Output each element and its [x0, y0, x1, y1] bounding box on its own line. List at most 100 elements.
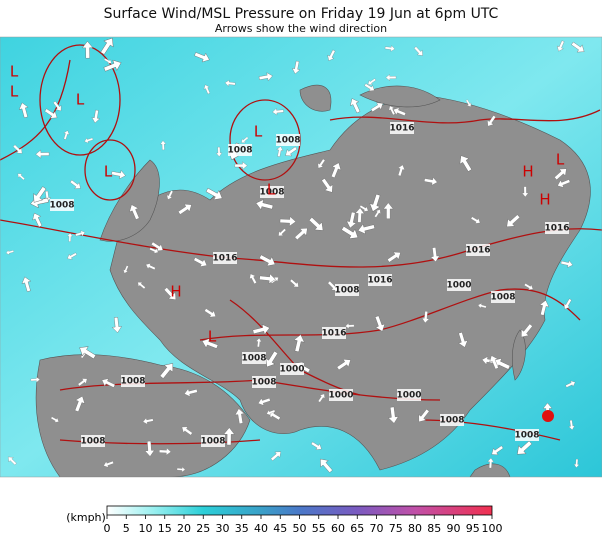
- label-bg: [440, 414, 464, 426]
- pressure-center: L: [10, 63, 19, 81]
- wind-arrow: [276, 146, 284, 157]
- isobar-label: 1008: [439, 416, 464, 426]
- isobar-label: 1016: [212, 254, 237, 264]
- wind-arrow: [35, 149, 50, 159]
- isobar-label: 1016: [367, 276, 392, 286]
- wind-arrow: [151, 241, 164, 252]
- wind-arrow: [177, 203, 192, 215]
- isobar-label: 1016: [389, 124, 414, 134]
- wind-arrow: [489, 355, 499, 370]
- label-bg: [329, 389, 353, 401]
- storm-marker: [542, 410, 554, 422]
- wind-arrow: [487, 457, 495, 469]
- wind-arrow: [560, 260, 573, 268]
- pressure-center: L: [556, 151, 565, 169]
- label-bg: [201, 435, 225, 447]
- wind-arrow: [184, 388, 198, 397]
- wind-arrow: [215, 146, 223, 157]
- label-bg: [228, 144, 252, 156]
- label-bg: [50, 199, 74, 211]
- wind-arrows: [5, 37, 585, 473]
- label-bg: [276, 134, 300, 146]
- wind-arrow: [506, 214, 521, 227]
- wind-arrow: [272, 108, 284, 116]
- wind-arrow: [557, 40, 565, 52]
- title: Surface Wind/MSL Pressure on Friday 19 J…: [104, 6, 499, 22]
- pressure-center: L: [104, 163, 113, 181]
- isobar-label: 1008: [200, 437, 225, 447]
- label-bg: [322, 327, 346, 339]
- wind-arrow: [571, 41, 585, 53]
- wind-arrow: [393, 107, 406, 116]
- label-bg: [252, 376, 276, 388]
- wind-arrow: [374, 315, 386, 332]
- wind-arrow: [341, 226, 359, 239]
- wind-arrow: [69, 179, 81, 189]
- subtitle: Arrows show the wind direction: [215, 22, 387, 35]
- scale-tick-label: 25: [196, 522, 210, 535]
- wind-arrow: [63, 130, 70, 140]
- wind-arrow: [345, 323, 355, 329]
- pressure-center: H: [170, 283, 181, 301]
- scale-tick-label: 10: [139, 522, 153, 535]
- isobar-label: 1008: [259, 188, 284, 198]
- wind-arrow: [50, 416, 59, 423]
- map-frame: [0, 36, 602, 478]
- label-bg: [390, 122, 414, 134]
- wind-arrow: [32, 212, 43, 228]
- label-bg: [447, 279, 471, 291]
- wind-arrow: [223, 427, 235, 446]
- isobar-label: 1008: [334, 286, 359, 296]
- wind-arrow: [205, 187, 223, 201]
- wind-arrow: [557, 179, 571, 188]
- wind-arrow: [573, 459, 580, 468]
- scale-tick-label: 65: [350, 522, 364, 535]
- wind-arrow: [330, 162, 342, 179]
- wind-arrow: [346, 211, 357, 229]
- wind-arrow: [539, 299, 550, 316]
- scale-tick-label: 95: [466, 522, 480, 535]
- pressure-center: L: [254, 123, 263, 141]
- scale-tick-label: 90: [447, 522, 461, 535]
- wind-arrow: [33, 186, 47, 203]
- legend: (kmph) 0 5 10 15 20 25 30 35 40 45 50 55 60 65 70 75 80 8…: [66, 505, 503, 535]
- scale-tick-label: 30: [216, 522, 230, 535]
- label-bg: [81, 435, 105, 447]
- label-bg: [242, 352, 266, 364]
- wind-arrow: [336, 359, 351, 371]
- isobar-label: 1000: [328, 391, 353, 401]
- wind-arrow: [241, 136, 249, 143]
- isobar-label: 1000: [279, 365, 304, 375]
- wind-arrow: [193, 257, 208, 267]
- label-bg: [213, 252, 237, 264]
- pressure-center: L: [10, 83, 19, 101]
- wind-arrow: [258, 72, 273, 82]
- wind-arrow: [77, 378, 88, 387]
- wind-arrow: [13, 144, 23, 154]
- wind-arrow: [370, 102, 384, 112]
- wind-arrow: [30, 376, 40, 383]
- scale-tick-label: 100: [482, 522, 503, 535]
- isobars: [0, 44, 602, 445]
- wind-arrow: [201, 338, 219, 349]
- wind-arrow: [289, 279, 299, 288]
- wind-arrow: [259, 273, 276, 285]
- wind-arrow: [421, 311, 430, 324]
- wind-arrow: [194, 52, 210, 63]
- map: 1016 1008 1008 1008 1008 1016 1016 1016 1016 1000…: [0, 37, 602, 477]
- wind-arrow: [491, 445, 504, 455]
- isobar-label: 1008: [80, 437, 105, 447]
- scale-tick-label: 45: [273, 522, 287, 535]
- wind-arrow: [91, 109, 101, 124]
- wind-arrow: [123, 265, 129, 274]
- wind-arrow: [387, 251, 401, 263]
- wind-arrow: [163, 287, 177, 300]
- wind-arrow: [17, 173, 25, 181]
- wind-arrow: [470, 216, 481, 224]
- pressure-center: L: [267, 181, 276, 199]
- wind-arrow: [53, 101, 62, 112]
- pressure-labels: 1016 1008 1008 1008 1008 1016 1016 1016 1016 1000…: [10, 63, 570, 447]
- wind-arrow: [129, 204, 140, 220]
- isobar-label: 1000: [446, 281, 471, 291]
- wind-arrow: [318, 393, 325, 403]
